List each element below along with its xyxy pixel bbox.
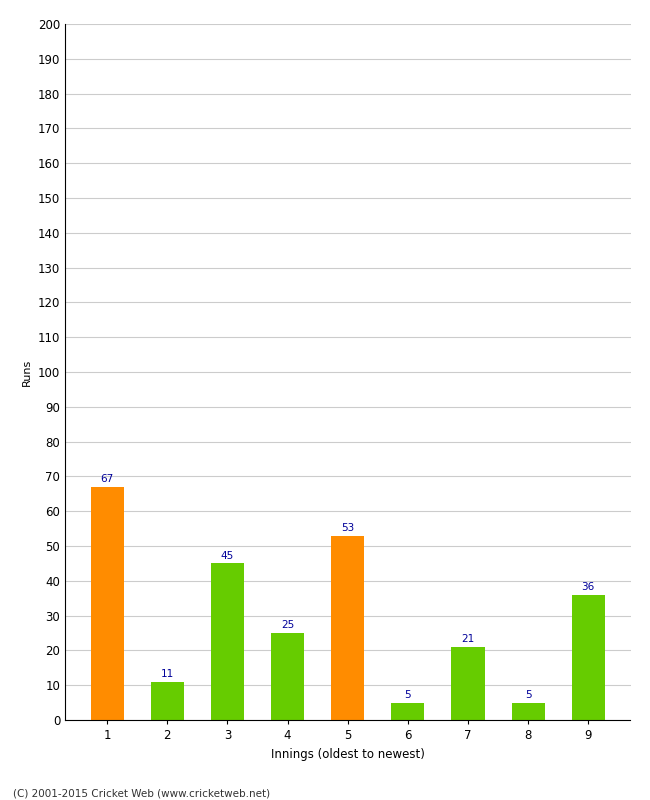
Text: 5: 5 xyxy=(404,690,411,700)
Text: 45: 45 xyxy=(221,550,234,561)
Bar xyxy=(572,594,604,720)
Bar xyxy=(211,563,244,720)
Text: 53: 53 xyxy=(341,522,354,533)
Text: 67: 67 xyxy=(101,474,114,484)
Bar xyxy=(151,682,184,720)
Bar xyxy=(391,702,424,720)
Text: (C) 2001-2015 Cricket Web (www.cricketweb.net): (C) 2001-2015 Cricket Web (www.cricketwe… xyxy=(13,788,270,798)
Bar xyxy=(91,487,124,720)
Y-axis label: Runs: Runs xyxy=(22,358,32,386)
Bar xyxy=(271,633,304,720)
Bar xyxy=(332,535,364,720)
X-axis label: Innings (oldest to newest): Innings (oldest to newest) xyxy=(271,747,424,761)
Text: 36: 36 xyxy=(582,582,595,592)
Text: 25: 25 xyxy=(281,620,294,630)
Text: 21: 21 xyxy=(462,634,474,644)
Text: 11: 11 xyxy=(161,669,174,679)
Bar xyxy=(452,647,484,720)
Bar xyxy=(512,702,545,720)
Text: 5: 5 xyxy=(525,690,532,700)
